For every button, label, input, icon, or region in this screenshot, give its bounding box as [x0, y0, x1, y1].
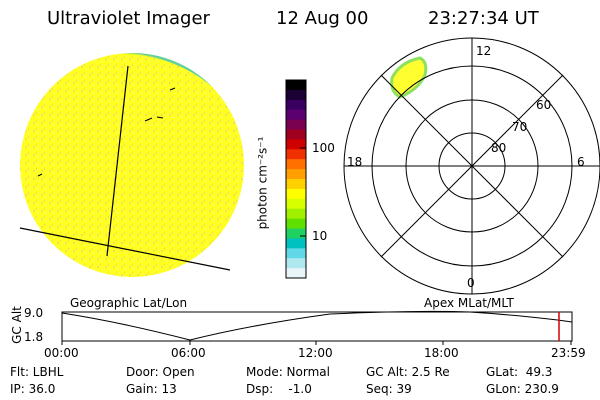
colorbar-stripe [286, 139, 306, 150]
dsp-value: Dsp: -1.0 [246, 382, 312, 396]
mlat-label-80: 80 [491, 141, 507, 155]
colorbar-stripe [286, 159, 306, 170]
colorbar-stripe [286, 99, 306, 111]
mlat-label-60: 60 [536, 98, 552, 112]
colorbar-stripe [286, 109, 306, 121]
colorbar-stripe [286, 268, 306, 279]
colorbar-stripe [286, 169, 306, 180]
timeline-ylabel: GC Alt [9, 306, 24, 344]
xtick-1200: 12:00 [298, 346, 333, 360]
colorbar-tick-100: 100 [312, 141, 335, 155]
xtick-0600: 06:00 [171, 346, 206, 360]
apex-label: Apex MLat/MLT [424, 296, 514, 310]
colorbar-stripe [286, 208, 306, 220]
colorbar-stripe [286, 188, 306, 200]
colorbar-stripe [286, 238, 306, 249]
filter-value: Flt: LBHL [10, 365, 64, 379]
mlt-label-18: 18 [347, 155, 363, 169]
colorbar-stripe [286, 258, 306, 269]
instrument-title: Ultraviolet Imager [47, 8, 210, 29]
mode-value: Mode: Normal [246, 365, 330, 379]
xtick-0000: 00:00 [44, 346, 79, 360]
colorbar [286, 80, 306, 279]
colorbar-stripe [286, 119, 306, 130]
geographic-label: Geographic Lat/Lon [70, 296, 188, 310]
gain-value: Gain: 13 [126, 382, 177, 396]
colorbar-label: photon cm⁻²s⁻¹ [255, 136, 270, 230]
door-value: Door: Open [126, 365, 195, 379]
date-label: 12 Aug 00 [276, 8, 369, 29]
colorbar-stripe [286, 89, 306, 101]
colorbar-stripe [286, 129, 306, 140]
ip-value: IP: 36.0 [10, 382, 56, 396]
mlt-label-6: 6 [577, 155, 585, 169]
gcalt-value: GC Alt: 2.5 Re [366, 365, 450, 379]
colorbar-stripe [286, 198, 306, 210]
seq-value: Seq: 39 [366, 382, 412, 396]
colorbar-stripe [286, 218, 306, 229]
polar-plot [343, 37, 600, 295]
xtick-1800: 18:00 [424, 346, 459, 360]
mlat-label-70: 70 [512, 120, 528, 134]
time-label: 23:27:34 UT [428, 8, 539, 29]
glat-value: GLat: 49.3 [486, 365, 553, 379]
timeline-ymax: 9.0 [24, 306, 44, 320]
colorbar-stripe [286, 149, 306, 160]
xtick-2359: 23:59 [551, 346, 586, 360]
colorbar-tick-10: 10 [312, 229, 328, 243]
meridian-line [106, 65, 129, 257]
mlt-label-12: 12 [476, 44, 492, 58]
altitude-timeline [61, 310, 573, 345]
colorbar-stripe [286, 248, 306, 259]
latitude-line [19, 227, 231, 271]
timeline-ymin: 1.8 [24, 330, 44, 344]
colorbar-stripe [286, 80, 306, 91]
glon-value: GLon: 230.9 [486, 382, 559, 396]
colorbar-stripe [286, 228, 306, 239]
mlt-label-0: 0 [467, 276, 475, 290]
colorbar-stripe [286, 179, 306, 190]
